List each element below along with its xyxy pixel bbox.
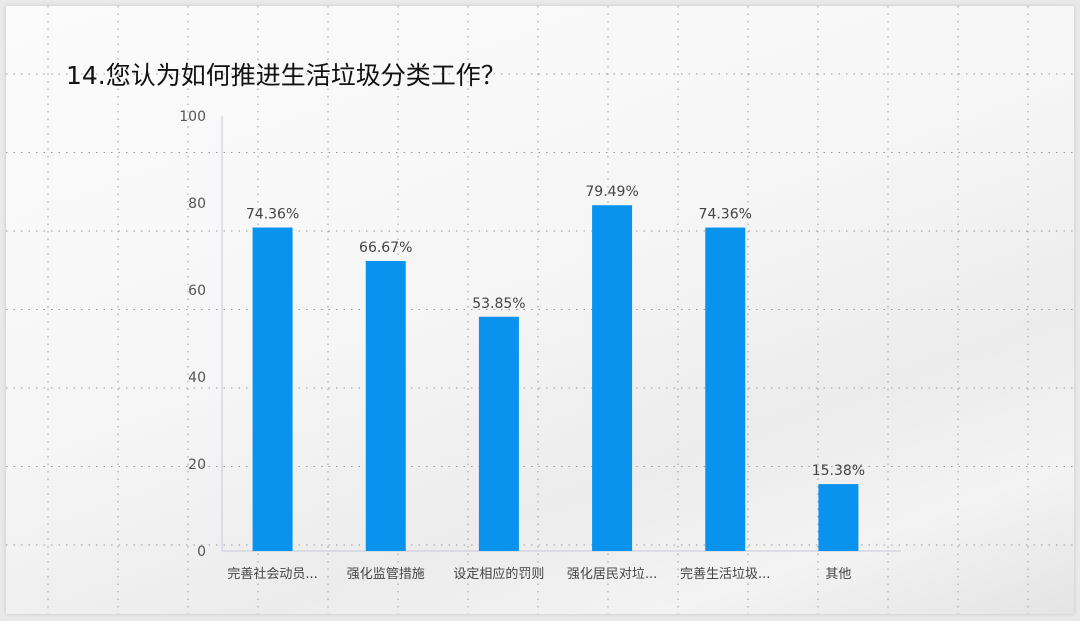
x-tick-label: 完善社会动员... <box>227 566 317 582</box>
y-tick-label: 20 <box>188 457 206 473</box>
x-tick-label: 强化监管措施 <box>347 567 425 582</box>
data-label: 15.38% <box>812 463 865 479</box>
bar <box>705 227 746 551</box>
dotted-background-grid <box>6 6 1074 614</box>
y-tick-label: 0 <box>197 544 206 560</box>
bar <box>365 260 406 551</box>
y-tick-label: 40 <box>188 370 206 386</box>
data-label: 74.36% <box>699 207 752 223</box>
bar <box>818 484 859 551</box>
data-label: 79.49% <box>585 184 638 200</box>
data-label: 66.67% <box>359 240 412 256</box>
x-tick-label: 强化居民对垃... <box>567 567 657 582</box>
bar <box>252 227 293 551</box>
y-tick-label: 100 <box>179 109 206 125</box>
data-label: 74.36% <box>246 207 299 223</box>
bar-chart: 0 20 40 60 80 100 74.36% 完善社会动员... 66.67% 强化监管措施 5… <box>179 109 901 582</box>
x-tick-label: 其他 <box>825 567 851 582</box>
y-tick-label: 80 <box>188 196 206 212</box>
bar <box>478 316 519 551</box>
chart-title: 14.您认为如何推进生活垃圾分类工作？ <box>66 61 506 90</box>
y-tick-label: 60 <box>188 283 206 299</box>
data-label: 53.85% <box>472 296 525 312</box>
slide: 14.您认为如何推进生活垃圾分类工作？ 0 20 40 60 80 100 74.36% 完善… <box>6 6 1074 614</box>
x-tick-label: 设定相应的罚则 <box>453 566 544 582</box>
bar <box>592 205 633 551</box>
x-tick-label: 完善生活垃圾... <box>680 566 770 582</box>
